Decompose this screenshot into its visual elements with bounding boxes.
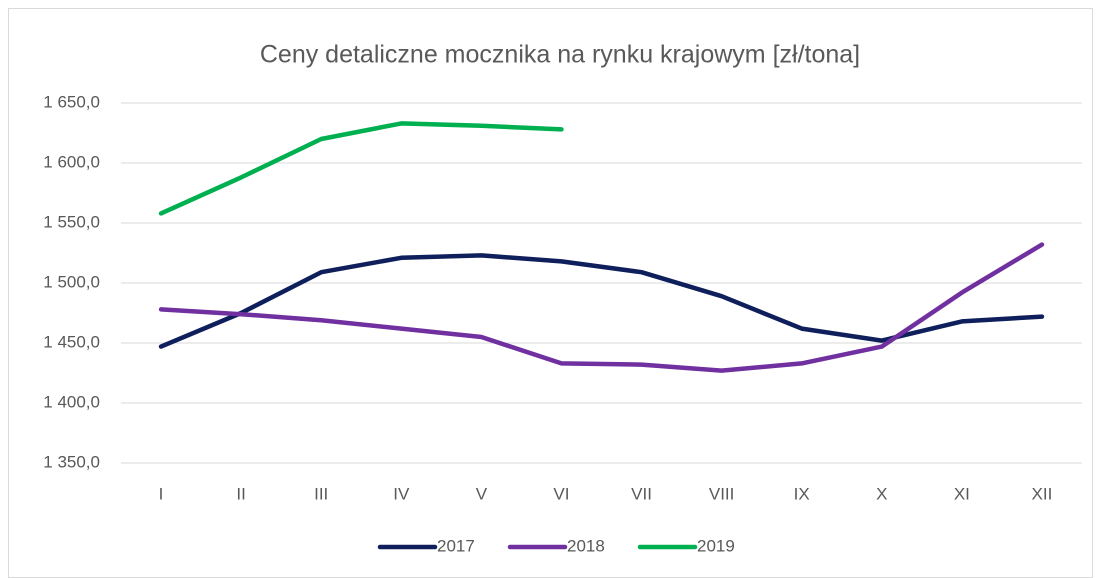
x-tick-label: IX	[794, 484, 810, 503]
x-tick-label: III	[314, 484, 328, 503]
y-tick-label: 1 550,0	[43, 212, 100, 231]
x-tick-label: IV	[393, 484, 410, 503]
y-tick-label: 1 400,0	[43, 392, 100, 411]
x-tick-label: XII	[1032, 484, 1053, 503]
line-series	[158, 242, 1045, 373]
chart-border	[8, 8, 1093, 578]
chart-title: Ceny detaliczne mocznika na rynku krajow…	[260, 41, 860, 69]
x-tick-label: V	[476, 484, 488, 503]
legend-label: 2017	[437, 536, 475, 555]
legend-label: 2019	[697, 536, 735, 555]
x-tick-label: VIII	[709, 484, 735, 503]
x-tick-label: II	[236, 484, 245, 503]
x-tick-label: VII	[631, 484, 652, 503]
x-tick-label: I	[159, 484, 164, 503]
y-tick-label: 1 600,0	[43, 152, 100, 171]
x-tick-label: XI	[954, 484, 970, 503]
y-tick-label: 1 650,0	[43, 92, 100, 111]
line-series	[158, 121, 564, 216]
x-tick-label: X	[876, 484, 887, 503]
legend-label: 2018	[567, 536, 605, 555]
x-tick-label: VI	[553, 484, 569, 503]
y-tick-label: 1 500,0	[43, 272, 100, 291]
y-tick-label: 1 450,0	[43, 332, 100, 351]
y-tick-label: 1 350,0	[43, 452, 100, 471]
